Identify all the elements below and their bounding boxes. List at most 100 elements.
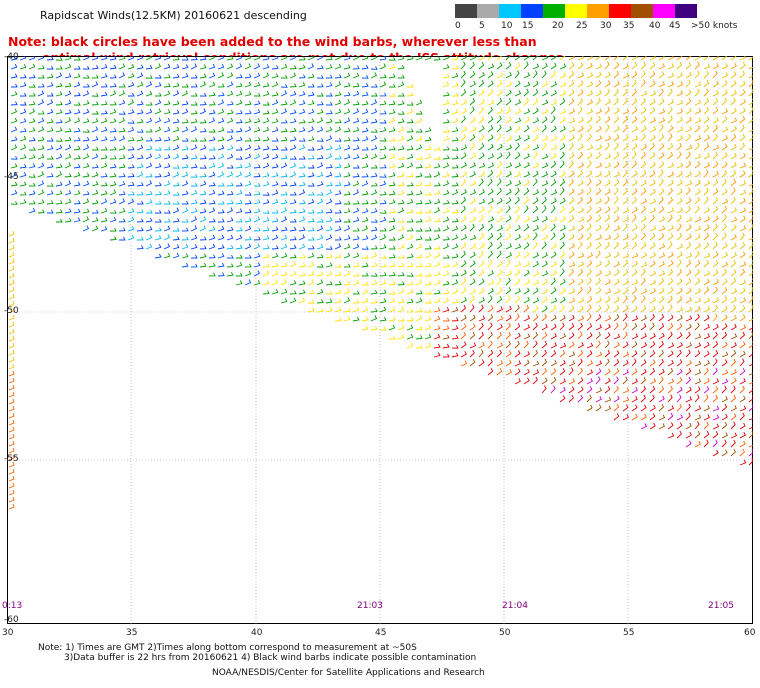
wind-barb: [694, 430, 701, 439]
wind-barb: [406, 119, 414, 124]
wind-barb: [127, 99, 135, 106]
wind-barb: [370, 280, 378, 286]
wind-barb: [721, 287, 728, 295]
wind-barb: [37, 199, 45, 205]
wind-barb: [748, 169, 753, 178]
wind-barb: [514, 340, 520, 349]
wind-barb: [334, 200, 342, 205]
wind-barb: [379, 289, 387, 295]
wind-barb: [550, 89, 557, 97]
wind-barb: [190, 208, 198, 214]
wind-barb: [577, 233, 584, 241]
wind-barb: [55, 181, 63, 187]
wind-barb: [739, 279, 747, 286]
wind-barb: [280, 84, 288, 88]
wind-barb: [631, 116, 638, 124]
wind-barb: [163, 225, 171, 232]
wind-barb: [676, 116, 683, 124]
wind-barb: [460, 79, 466, 88]
wind-barb: [523, 116, 530, 124]
wind-barb: [721, 359, 728, 367]
wind-barb: [460, 178, 466, 187]
wind-barb: [469, 251, 476, 259]
wind-barb: [550, 56, 557, 61]
wind-barb: [136, 171, 144, 178]
wind-barb: [640, 205, 646, 214]
wind-barb: [73, 73, 81, 79]
wind-barb: [631, 322, 638, 331]
wind-barb: [514, 378, 521, 385]
wind-barb: [415, 279, 423, 286]
wind-barb: [721, 261, 729, 268]
wind-barb: [307, 118, 315, 124]
wind-barb: [739, 56, 747, 61]
wind-barb: [559, 205, 565, 214]
wind-barb: [244, 270, 252, 277]
wind-barb: [514, 196, 520, 205]
wind-barb: [397, 272, 405, 277]
wind-barb: [730, 296, 737, 304]
wind-barb: [388, 335, 396, 340]
wind-barb: [559, 143, 566, 151]
wind-barb: [298, 64, 306, 70]
wind-barb: [379, 209, 387, 214]
wind-barb: [730, 421, 736, 430]
wind-barb: [658, 205, 665, 214]
wind-barb: [253, 164, 261, 169]
wind-barb: [577, 278, 584, 286]
wind-barb: [658, 233, 665, 241]
wind-barb: [721, 152, 728, 160]
wind-barb: [730, 448, 736, 457]
wind-barb: [496, 124, 502, 133]
wind-barb: [739, 412, 745, 421]
wind-barb: [271, 245, 279, 250]
wind-barb: [73, 127, 81, 133]
wind-barb: [658, 98, 665, 106]
wind-barb: [388, 117, 396, 124]
wind-barb: [496, 56, 503, 61]
wind-barb: [730, 152, 737, 160]
wind-barb: [586, 304, 592, 313]
wind-barb: [46, 118, 54, 124]
wind-barb: [280, 146, 288, 151]
wind-barb: [640, 170, 647, 178]
wind-barb: [226, 56, 234, 61]
wind-barb: [532, 189, 540, 196]
wind-barb: [523, 216, 530, 223]
wind-barb: [496, 323, 503, 331]
wind-barb: [379, 191, 387, 196]
wind-barb: [163, 154, 171, 160]
wind-barb: [73, 172, 81, 178]
wind-barb: [640, 232, 646, 241]
wind-barb: [496, 97, 503, 106]
wind-barb: [343, 64, 351, 70]
wind-barb: [334, 298, 342, 304]
wind-barb: [136, 163, 144, 169]
wind-barb: [559, 322, 565, 331]
wind-barb: [298, 243, 306, 250]
wind-barb: [352, 243, 360, 250]
wind-barb: [469, 80, 476, 88]
wind-barb: [406, 153, 414, 160]
wind-barb: [604, 270, 612, 277]
wind-barb: [487, 270, 494, 277]
wind-barb: [370, 252, 378, 259]
wind-barb: [451, 164, 459, 169]
wind-barb: [424, 316, 432, 322]
colorbar-swatch: [455, 4, 477, 18]
wind-barb: [739, 405, 747, 412]
wind-barb: [361, 64, 369, 70]
wind-barb: [181, 253, 189, 259]
wind-barb: [307, 56, 315, 61]
wind-barb: [289, 109, 297, 115]
wind-barb: [496, 367, 503, 376]
wind-barb: [307, 63, 315, 70]
wind-barb: [73, 92, 81, 97]
wind-barb: [577, 179, 584, 187]
colorbar-swatch: [609, 4, 631, 18]
wind-barb: [568, 251, 575, 259]
wind-barb: [622, 143, 629, 151]
wind-barb: [316, 243, 324, 250]
wind-barb: [325, 126, 333, 133]
wind-barb: [478, 71, 485, 79]
